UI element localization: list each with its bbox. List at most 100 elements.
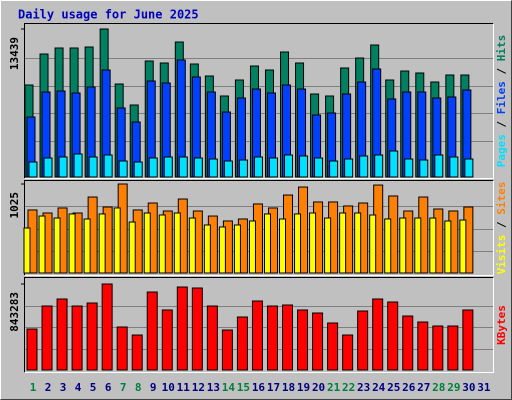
bar: [223, 160, 233, 178]
bar: [28, 161, 38, 178]
x-tick-label: 25: [387, 381, 400, 394]
bar: [329, 160, 339, 178]
bar: [432, 325, 444, 371]
bar: [41, 305, 53, 371]
bar: [447, 325, 459, 371]
bar: [71, 305, 83, 371]
bar: [372, 298, 384, 371]
bar: [309, 212, 317, 274]
x-tick-label: 20: [312, 381, 325, 394]
x-tick-label: 17: [267, 381, 280, 394]
bar: [297, 309, 309, 371]
legend-entry: Visits: [495, 235, 508, 275]
bar: [399, 217, 407, 274]
bar: [86, 302, 98, 371]
bar: [143, 212, 151, 274]
bar: [131, 334, 143, 371]
bar: [206, 305, 218, 371]
legend-entry: Hits: [495, 35, 508, 62]
bar: [459, 219, 467, 274]
bar: [324, 217, 332, 274]
bar: [251, 300, 263, 371]
legend: KBytes: [495, 305, 508, 345]
x-tick-label: 31: [477, 381, 491, 394]
bar: [56, 298, 68, 371]
x-tick-label: 7: [120, 381, 127, 394]
bar: [344, 158, 354, 178]
bar: [116, 326, 128, 371]
bar: [148, 157, 158, 178]
bar: [158, 214, 166, 274]
x-tick-label: 2: [45, 381, 52, 394]
x-tick-label: 19: [297, 381, 310, 394]
y-tick-label: 1025: [8, 192, 21, 219]
bar: [221, 329, 233, 371]
bar: [38, 215, 46, 274]
x-tick-label: 23: [357, 381, 370, 394]
x-tick-label: 10: [162, 381, 175, 394]
bar: [233, 224, 241, 274]
bar: [161, 309, 173, 371]
x-tick-label: 30: [462, 381, 475, 394]
bar: [387, 301, 399, 371]
y-tick-label: 13439: [8, 37, 21, 70]
bar: [354, 212, 362, 274]
bar: [284, 154, 294, 178]
x-tick-label: 24: [372, 381, 386, 394]
bar: [417, 321, 429, 371]
x-tick-label: 9: [150, 381, 157, 394]
bar: [357, 310, 369, 371]
x-tick-label: 29: [447, 381, 460, 394]
x-tick-label: 16: [252, 381, 266, 394]
x-tick-label: 18: [282, 381, 295, 394]
panel-edge-light: [24, 23, 494, 179]
bar: [193, 157, 203, 178]
bar: [282, 304, 294, 371]
x-tick-label: 13: [207, 381, 220, 394]
bar: [118, 160, 128, 178]
bar: [188, 217, 196, 274]
bar: [203, 224, 211, 274]
x-tick-label: 26: [402, 381, 416, 394]
legend: Visits / Sites: [495, 182, 508, 275]
bar: [444, 220, 452, 274]
bar: [402, 315, 414, 371]
bar: [238, 159, 248, 178]
bar: [163, 156, 173, 178]
bar: [389, 150, 399, 178]
panel-edge-dark: [24, 277, 494, 373]
bar: [103, 154, 113, 178]
x-tick-label: 4: [75, 381, 82, 394]
bar: [43, 157, 53, 178]
bar: [266, 305, 278, 371]
bar: [419, 159, 429, 178]
x-tick-label: 28: [432, 381, 445, 394]
panel-edge-light: [24, 180, 494, 276]
x-tick-label: 5: [90, 381, 97, 394]
legend: Pages / Files / Hits: [495, 35, 508, 168]
bar: [113, 207, 121, 274]
bar: [26, 328, 38, 371]
bar: [462, 309, 474, 371]
legend-entry: KBytes: [495, 305, 508, 345]
bar: [327, 322, 339, 371]
bar: [178, 156, 188, 178]
bar: [434, 154, 444, 178]
legend-separator: /: [495, 61, 508, 81]
bar: [236, 316, 248, 371]
bar: [339, 212, 347, 274]
bar: [73, 153, 83, 178]
x-tick-label: 6: [105, 381, 112, 394]
bar: [464, 158, 474, 178]
chart-title: Daily usage for June 2025: [18, 8, 199, 22]
legend-separator: /: [495, 114, 508, 134]
x-tick-label: 14: [222, 381, 236, 394]
x-tick-label: 8: [135, 381, 142, 394]
x-tick-label: 12: [192, 381, 205, 394]
bar: [88, 156, 98, 178]
bar: [268, 157, 278, 178]
bar: [128, 221, 136, 274]
bar: [191, 287, 203, 371]
